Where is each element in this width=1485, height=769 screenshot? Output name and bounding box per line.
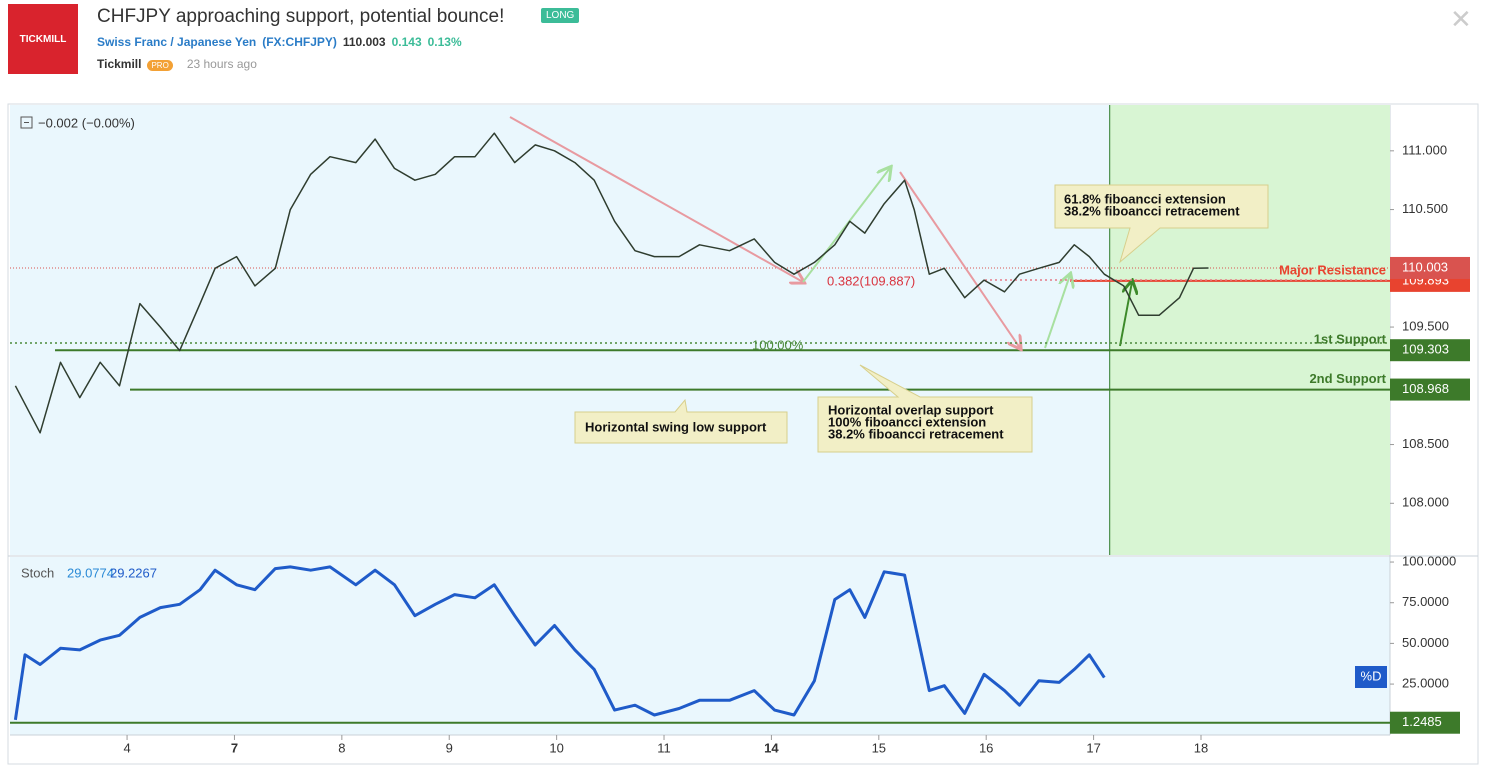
price: 110.003: [342, 35, 386, 49]
badge: LONG: [541, 8, 580, 23]
level-name: Major Resistance: [1279, 262, 1386, 277]
change: 0.143: [391, 35, 422, 49]
stoch-title: Stoch: [21, 565, 54, 580]
series-line: [13, 565, 1106, 721]
x-tick-label: 11: [657, 740, 671, 755]
idea-title: CHFJPY approaching support, potential bo…: [97, 6, 505, 27]
stoch-level-bg: [1390, 711, 1460, 734]
y-tick-label: 50.0000: [1402, 635, 1449, 650]
author[interactable]: Tickmill: [97, 57, 142, 71]
annotation: Horizontal overlap support: [828, 402, 994, 417]
x-tick-label: 8: [338, 740, 345, 755]
stoch-value: 29.2267: [110, 565, 157, 580]
last-price-bg: [1390, 256, 1470, 279]
y-tick-label: 75.0000: [1402, 594, 1449, 609]
stoch-level-label: 1.2485: [1402, 714, 1442, 729]
fib-label: 0.382(109.887): [827, 273, 915, 288]
level-label: 108.968: [1402, 381, 1449, 396]
annotation: Horizontal swing low support: [585, 419, 767, 434]
y-tick-label: 109.500: [1402, 319, 1449, 334]
series-tag-bg: [1355, 666, 1387, 688]
change-pct: 0.13%: [427, 35, 462, 49]
callouts: [574, 184, 1269, 453]
x-tick-label: 10: [549, 740, 563, 755]
y-tick-label: 111.000: [1402, 142, 1447, 157]
fib-label: 100.00%: [752, 337, 804, 352]
logo: TICKMILL: [8, 4, 78, 74]
stoch-pane: [10, 557, 1390, 735]
legend: −0.002 (−0.00%): [38, 115, 135, 130]
y-tick-label: 25.0000: [1402, 676, 1449, 691]
symbol[interactable]: Swiss Franc / Japanese Yen: [97, 35, 257, 49]
x-tick-label: 18: [1194, 740, 1208, 755]
author-row: Tickmill PRO 23 hours ago: [97, 57, 257, 71]
annotation: 38.2% fiboancci retracement: [1064, 203, 1240, 218]
arrow: [509, 116, 803, 282]
author-badge: PRO: [147, 60, 173, 71]
callout-box: [817, 364, 1033, 453]
x-tick-label: 16: [979, 740, 993, 755]
annotation: 61.8% fiboancci extension: [1064, 191, 1226, 206]
arrow: [1044, 275, 1070, 349]
level-label: 109.303: [1402, 342, 1449, 357]
ticker[interactable]: (FX:CHFJPY): [262, 35, 337, 49]
symbol-row: Swiss Franc / Japanese Yen (FX:CHFJPY) 110…: [97, 35, 468, 49]
callout-box: [574, 398, 788, 444]
collapse-icon[interactable]: [20, 116, 33, 129]
close-button[interactable]: ✕: [1450, 4, 1472, 34]
annotation: 38.2% fiboancci retracement: [828, 426, 1004, 441]
x-tick-label: 14: [764, 740, 779, 755]
callout-box: [1054, 184, 1269, 264]
header: TICKMILL CHFJPY approaching support, pot…: [0, 0, 1485, 100]
level-label-bg: [1390, 378, 1470, 401]
target-zone: [1109, 105, 1390, 555]
level-name: 2nd Support: [1309, 371, 1386, 386]
arrow: [899, 171, 1020, 348]
x-tick-label: 17: [1086, 740, 1100, 755]
x-tick-label: 7: [231, 740, 238, 755]
x-tick-label: 4: [123, 740, 130, 755]
y-tick-label: 110.500: [1402, 201, 1448, 216]
x-tick-label: 9: [446, 740, 453, 755]
time: 23 hours ago: [186, 57, 257, 71]
y-tick-label: 100.0000: [1402, 553, 1456, 568]
level-label-bg: [1390, 339, 1470, 362]
trend-arrows: [10, 116, 1390, 349]
series-line: [14, 132, 1209, 434]
series-tag: %D: [1361, 668, 1382, 683]
annotation: 100% fiboancci extension: [828, 414, 986, 429]
last-price-label: 110.003: [1402, 259, 1448, 274]
y-tick-label: 108.000: [1402, 495, 1449, 510]
stoch-value: 29.0774: [67, 565, 114, 580]
level-name: 1st Support: [1314, 332, 1387, 347]
y-tick-label: 108.500: [1402, 436, 1449, 451]
arrow: [1119, 282, 1132, 347]
arrow: [802, 168, 890, 283]
x-tick-label: 15: [872, 740, 886, 755]
